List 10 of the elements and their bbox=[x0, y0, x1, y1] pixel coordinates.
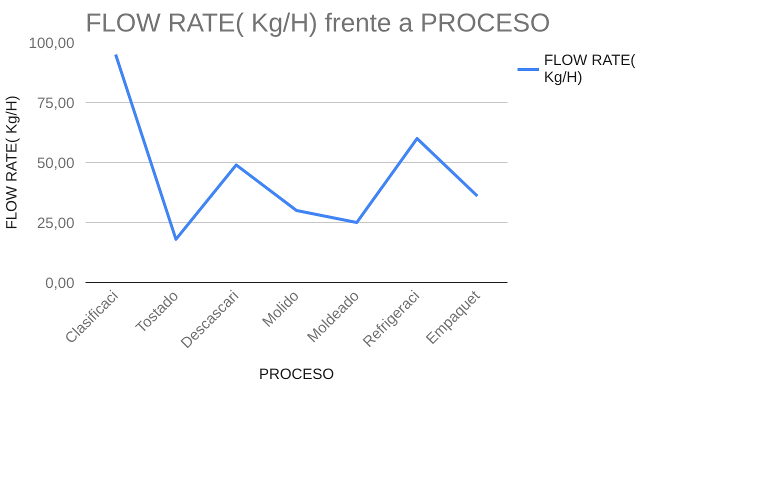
y-tick-label: 25,00 bbox=[36, 215, 75, 232]
y-axis-title: FLOW RATE( Kg/H) bbox=[4, 96, 21, 230]
y-tick-label: 50,00 bbox=[36, 155, 75, 172]
legend-label: FLOW RATE( Kg/H) bbox=[544, 52, 636, 86]
line-series bbox=[114, 53, 479, 241]
y-tick-label: 0,00 bbox=[45, 275, 75, 292]
x-axis-title: PROCESO bbox=[258, 366, 334, 383]
y-tick-label: 75,00 bbox=[36, 95, 75, 112]
y-tick-label: 100,00 bbox=[28, 35, 75, 52]
chart-title: FLOW RATE( Kg/H) frente a PROCESO bbox=[86, 8, 550, 38]
